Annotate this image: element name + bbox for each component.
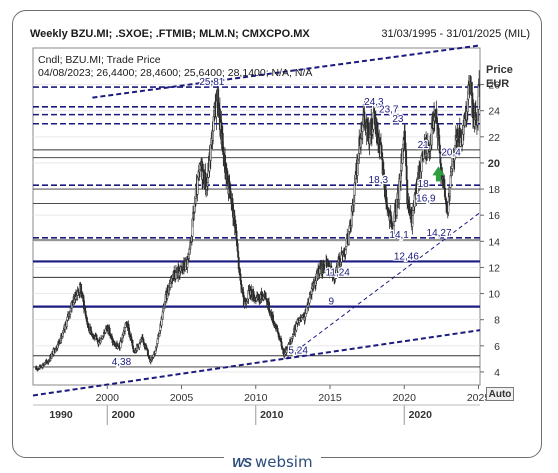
y-tick-label: 12 bbox=[488, 262, 500, 274]
level-label: 23,7 bbox=[379, 105, 399, 116]
price-candle-body bbox=[398, 178, 401, 200]
y-tick-label: 18 bbox=[488, 184, 500, 196]
price-candle-body bbox=[66, 316, 69, 321]
y-tick-label: 24 bbox=[488, 106, 500, 118]
price-candle-body bbox=[449, 187, 452, 197]
x-tick-label: 2010 bbox=[244, 392, 268, 404]
price-candle-body bbox=[238, 268, 241, 275]
y-axis-title-currency: EUR bbox=[486, 78, 509, 90]
logo-text: websim bbox=[254, 453, 313, 471]
level-label: 23 bbox=[392, 114, 404, 125]
price-candle-body bbox=[276, 325, 278, 329]
info-line-2: 04/08/2023; 26,4400; 28,4600; 25,6400; 2… bbox=[38, 67, 312, 79]
level-label: 11,24 bbox=[326, 267, 351, 278]
x-tick-label: 2020 bbox=[393, 392, 417, 404]
x-tick-label: 2005 bbox=[170, 392, 194, 404]
y-tick-label: 26 bbox=[488, 80, 500, 92]
x-major-label: 2000 bbox=[112, 409, 136, 421]
trend-line bbox=[285, 212, 481, 360]
x-major-label: 2020 bbox=[409, 409, 433, 421]
level-label: 18 bbox=[418, 179, 430, 190]
y-axis-title-price: Price bbox=[486, 64, 513, 76]
price-candle-body bbox=[99, 340, 102, 344]
up-arrow-icon bbox=[432, 166, 445, 182]
price-candle-body bbox=[131, 340, 134, 347]
info-line-1: Cndl; BZU.MI; Trade Price bbox=[38, 54, 161, 66]
price-candle-body bbox=[385, 189, 388, 203]
date-range: 31/03/1995 - 31/01/2025 (MIL) bbox=[381, 28, 530, 40]
websim-logo: WS websim bbox=[224, 452, 321, 472]
price-candle-body bbox=[447, 201, 450, 213]
y-tick-label: 4 bbox=[494, 367, 500, 379]
price-candle-body bbox=[148, 356, 151, 360]
level-label: 14,27 bbox=[427, 228, 452, 239]
price-candle-body bbox=[443, 187, 446, 198]
level-label: 21 bbox=[418, 140, 430, 151]
price-candle-body bbox=[478, 84, 481, 87]
trend-line bbox=[92, 44, 481, 99]
price-candle-body bbox=[188, 253, 190, 259]
level-label: 5,24 bbox=[288, 346, 308, 357]
price-candle-body bbox=[405, 165, 408, 181]
level-label: 4,38 bbox=[112, 357, 132, 368]
price-candle-body bbox=[345, 246, 348, 250]
y-tick-label: 22 bbox=[488, 132, 500, 144]
level-label: 12,46 bbox=[394, 251, 419, 262]
y-tick-label: 14 bbox=[488, 236, 500, 248]
x-major-label: 1990 bbox=[49, 409, 73, 421]
y-tick-label: 8 bbox=[494, 315, 500, 327]
price-candle-body bbox=[154, 350, 157, 354]
y-tick-label: 20 bbox=[488, 158, 500, 170]
price-candle-body bbox=[411, 210, 414, 216]
x-major-label: 2010 bbox=[260, 409, 284, 421]
price-candle-body bbox=[443, 179, 446, 189]
level-label: 25,81 bbox=[199, 77, 224, 88]
level-label: 16,9 bbox=[416, 193, 436, 204]
price-candle-body bbox=[212, 130, 214, 141]
level-label: 18,3 bbox=[369, 175, 389, 186]
price-candle-body bbox=[124, 327, 127, 332]
level-label: 14,1 bbox=[389, 230, 409, 241]
chart-title: Weekly BZU.MI; .SXOE; .FTMIB; MLM.N; CMX… bbox=[30, 28, 310, 40]
x-tick-label: 2025 bbox=[467, 392, 491, 404]
y-tick-label: 16 bbox=[488, 210, 500, 222]
price-candle-body bbox=[132, 345, 135, 349]
logo-mark: WS bbox=[232, 454, 252, 470]
price-candle-body bbox=[380, 142, 382, 146]
level-label: 20,4 bbox=[441, 148, 461, 159]
y-tick-label: 10 bbox=[488, 289, 500, 301]
y-tick-label: 6 bbox=[494, 341, 500, 353]
level-label: 24,3 bbox=[364, 97, 384, 108]
price-candle-body bbox=[130, 336, 133, 341]
x-tick-label: 2000 bbox=[96, 392, 120, 404]
level-label: 9 bbox=[329, 297, 335, 308]
price-candle-body bbox=[145, 345, 148, 349]
x-tick-label: 2015 bbox=[318, 392, 342, 404]
price-candle-body bbox=[237, 250, 240, 258]
auto-scale-button[interactable]: Auto bbox=[486, 387, 514, 401]
trend-line bbox=[32, 329, 481, 397]
price-candle-body bbox=[85, 315, 88, 318]
price-candle-body bbox=[270, 312, 273, 316]
